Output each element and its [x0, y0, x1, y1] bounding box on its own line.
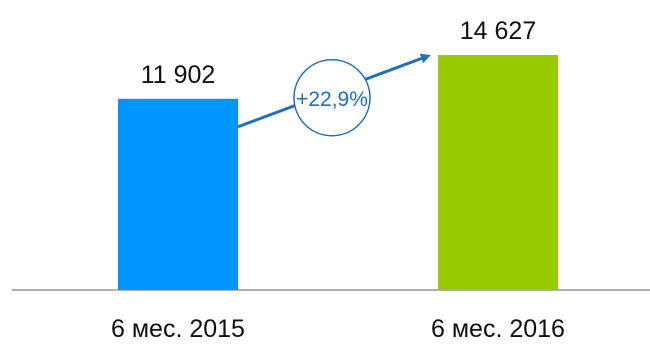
bars-layer	[118, 55, 558, 290]
growth-circle	[293, 59, 371, 137]
bar-value-label-1: 11 902	[141, 61, 216, 89]
bar-1	[118, 98, 238, 290]
category-label-2: 6 мес. 2016	[431, 315, 565, 341]
labels-layer: 11 902 6 мес. 2015 14 627 6 мес. 2016	[111, 17, 565, 343]
bar-value-label-2: 14 627	[460, 17, 536, 45]
growth-percent-label: +22,9%	[296, 88, 368, 111]
category-label-1: 6 мес. 2015	[111, 315, 245, 341]
bar-2	[438, 55, 558, 290]
growth-annotation: +22,9%	[237, 53, 431, 137]
